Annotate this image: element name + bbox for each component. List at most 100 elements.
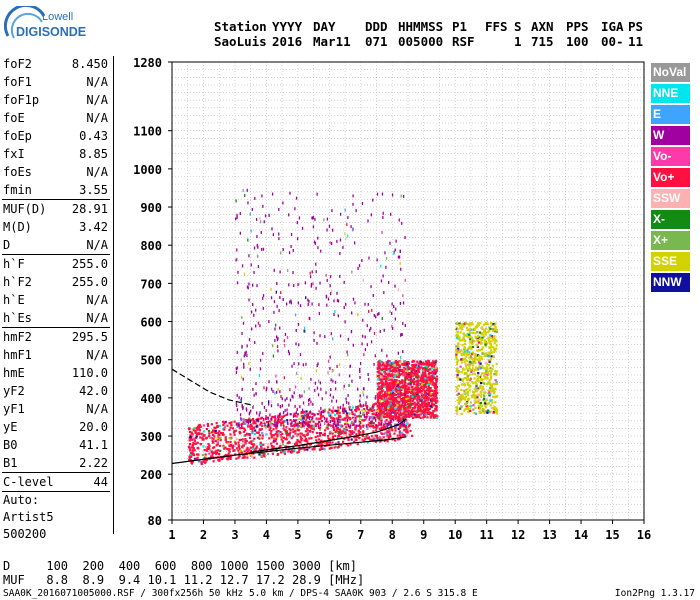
- echo-point: [305, 362, 307, 366]
- echo-point: [385, 427, 388, 430]
- echo-point: [357, 430, 360, 433]
- echo-point: [428, 412, 431, 415]
- echo-point: [398, 389, 401, 392]
- param-row-h-es: h`Es N/A: [0, 309, 112, 327]
- echo-point: [405, 410, 408, 414]
- echo-point: [413, 370, 416, 373]
- echo-point: [380, 412, 383, 415]
- echo-point: [332, 369, 334, 373]
- echo-point: [459, 378, 462, 381]
- echo-point: [274, 418, 277, 421]
- echo-point: [323, 410, 325, 414]
- echo-point: [398, 416, 401, 420]
- echo-point: [380, 387, 383, 390]
- echo-point: [285, 430, 288, 433]
- echo-point: [383, 291, 385, 295]
- echo-point: [304, 439, 307, 443]
- echo-point: [403, 394, 406, 397]
- echo-point: [241, 426, 244, 430]
- echo-point: [320, 445, 323, 448]
- echo-point: [363, 435, 367, 439]
- echo-point: [420, 366, 423, 369]
- echo-point: [320, 249, 322, 253]
- echo-point: [356, 424, 359, 427]
- echo-point: [258, 448, 261, 451]
- echo-point: [376, 258, 378, 262]
- echo-point: [466, 391, 469, 394]
- echo-point: [425, 406, 428, 409]
- echo-point: [412, 398, 415, 401]
- echo-point: [380, 393, 383, 396]
- echo-point: [417, 406, 420, 409]
- echo-point: [313, 448, 316, 451]
- echo-point: [410, 395, 413, 399]
- echo-point: [309, 442, 312, 445]
- echo-point: [236, 213, 238, 217]
- echo-point: [407, 400, 410, 403]
- echo-point: [471, 373, 474, 376]
- echo-point: [404, 362, 407, 365]
- echo-point: [405, 384, 408, 388]
- echo-point: [276, 421, 280, 424]
- echo-point: [287, 450, 290, 453]
- echo-point: [417, 397, 420, 400]
- echo-point: [388, 389, 392, 392]
- echo-point: [419, 406, 422, 409]
- param-name: foF1p: [3, 93, 40, 107]
- echo-point: [396, 381, 400, 384]
- echo-point: [434, 387, 437, 390]
- echo-point: [296, 371, 298, 375]
- echo-point: [409, 403, 412, 406]
- echo-point: [478, 336, 481, 339]
- echo-point: [406, 408, 409, 411]
- echo-point: [271, 452, 274, 455]
- echo-point: [362, 430, 365, 433]
- echo-point: [481, 366, 484, 370]
- echo-point: [241, 331, 243, 335]
- echo-point: [385, 378, 388, 381]
- echo-point: [405, 364, 408, 367]
- echo-point: [260, 443, 263, 446]
- echo-point: [490, 321, 493, 325]
- echo-point: [410, 389, 413, 392]
- echo-point: [210, 437, 213, 440]
- echo-point: [292, 395, 294, 399]
- echo-point: [384, 438, 387, 441]
- echo-point: [401, 380, 404, 383]
- echo-point: [465, 376, 468, 380]
- echo-point: [463, 348, 466, 351]
- echo-point: [467, 410, 470, 414]
- echo-point: [348, 365, 351, 369]
- echo-point: [410, 395, 413, 398]
- echo-point: [478, 331, 481, 334]
- echo-point: [249, 451, 252, 454]
- echo-point: [258, 453, 261, 456]
- echo-point: [477, 341, 481, 344]
- echo-point: [345, 302, 347, 306]
- echo-point: [475, 325, 478, 328]
- echo-point: [398, 431, 402, 435]
- echo-point: [429, 371, 432, 375]
- echo-point: [476, 368, 480, 371]
- echo-point: [409, 398, 412, 401]
- echo-point: [353, 440, 356, 443]
- echo-point: [393, 399, 396, 402]
- echo-point: [407, 383, 410, 386]
- echo-point: [197, 447, 200, 450]
- echo-point: [269, 432, 272, 435]
- echo-point: [486, 353, 489, 356]
- echo-point: [386, 433, 389, 436]
- echo-point: [456, 336, 459, 340]
- echo-point: [214, 431, 218, 435]
- echo-point: [435, 379, 438, 382]
- echo-point: [396, 363, 400, 366]
- echo-point: [492, 346, 495, 349]
- echo-point: [310, 284, 313, 288]
- echo-point: [495, 382, 498, 385]
- echo-point: [284, 429, 287, 432]
- echo-point: [204, 437, 208, 440]
- echo-point: [376, 400, 380, 403]
- echo-point: [379, 372, 382, 375]
- echo-point: [219, 449, 222, 453]
- echo-point: [463, 409, 466, 412]
